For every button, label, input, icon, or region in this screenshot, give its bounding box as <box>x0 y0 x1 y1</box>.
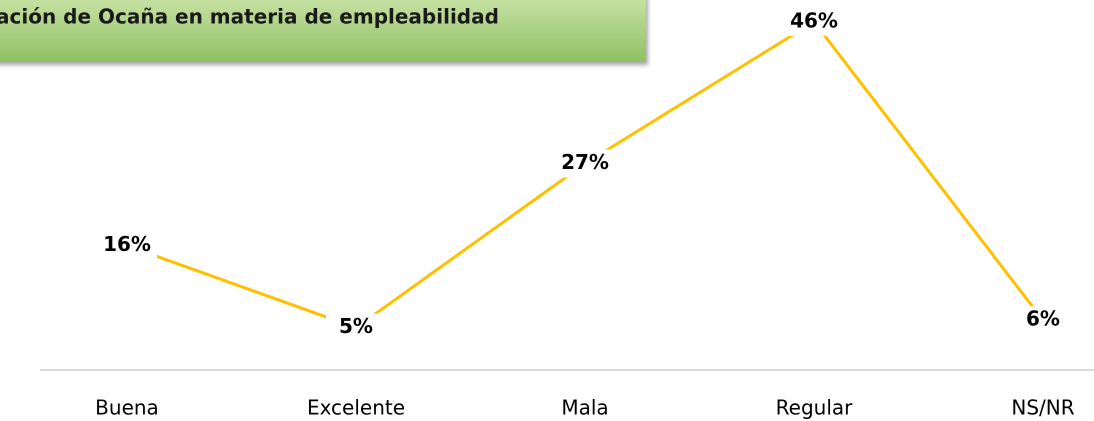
chart-title: ación de Ocaña en materia de empleabilid… <box>0 5 499 29</box>
data-label: 6% <box>1026 307 1060 331</box>
label-bg <box>555 149 615 178</box>
label-bg <box>326 313 386 342</box>
data-label: 16% <box>103 232 151 256</box>
x-tick-label: Mala <box>561 396 608 420</box>
label-bg <box>784 7 844 36</box>
x-tick-label: Buena <box>95 396 159 420</box>
x-tick-label: Excelente <box>307 396 405 420</box>
data-label: 46% <box>790 8 838 32</box>
data-label: 27% <box>561 150 609 174</box>
label-bg <box>1013 306 1073 335</box>
x-tick-label: Regular <box>776 396 853 420</box>
label-bg <box>97 231 157 260</box>
data-label: 5% <box>339 314 373 338</box>
title-box <box>0 0 646 62</box>
x-tick-label: NS/NR <box>1011 396 1074 420</box>
